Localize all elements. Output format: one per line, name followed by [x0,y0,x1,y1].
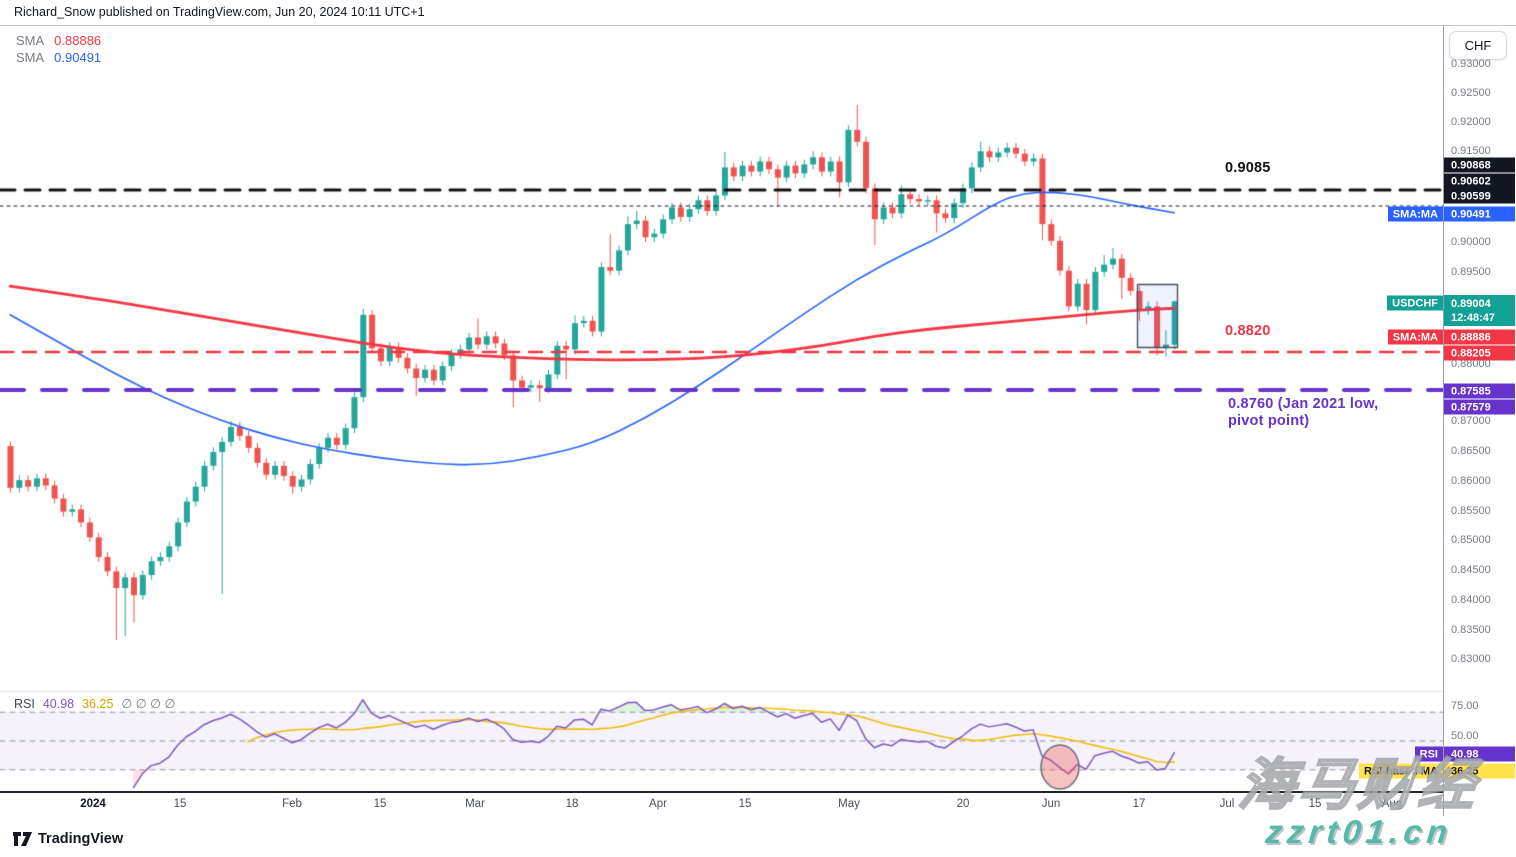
axis-badge-0.87585: 0.87585 [1444,383,1515,399]
indicator-tag-rsi-based-ma: RSI-based MA [1359,763,1443,779]
price-axis-label: 0.86500 [1451,445,1491,457]
price-axis-label: 0.84500 [1451,564,1491,576]
watermark-url-text: zzrt01.cn [1263,813,1455,850]
time-tick-Jun: Jun [1041,798,1061,810]
price-axis-label: 0.89500 [1451,266,1491,278]
time-axis-border [0,791,1443,793]
price-chart-canvas[interactable] [0,25,1443,791]
price-axis-label: 0.93000 [1451,58,1491,70]
axis-badge-40.98: 40.98 [1444,746,1515,762]
rsi-label: RSI [14,697,35,711]
price-axis-label: 0.85000 [1451,534,1491,546]
time-tick-Mar: Mar [465,798,485,810]
indicator-tag-rsi: RSI [1414,746,1443,762]
axis-badge-0.90602: 0.90602 [1444,173,1515,189]
publish-header: Richard_Snow published on TradingView.co… [0,0,1516,25]
pivot-annotation-line2: pivot point) [1228,413,1310,429]
price-axis-label: 0.90000 [1451,236,1491,248]
price-axis-label: 0.84000 [1451,594,1491,606]
indicator-tag-sma-ma: SMA:MA [1387,206,1443,222]
price-axis-label: 0.92500 [1451,87,1491,99]
time-tick-18: 18 [565,798,579,810]
axis-badge-0.88886: 0.88886 [1444,329,1515,345]
time-tick-15: 15 [173,798,187,810]
time-tick-17: 17 [1132,798,1146,810]
time-tick-2024: 2024 [80,798,106,810]
time-tick-20: 20 [956,798,970,810]
axis-badge-0.88205: 0.88205 [1444,345,1515,361]
rsi-legend[interactable]: RSI 40.98 36.25 ∅ ∅ ∅ ∅ [14,696,183,711]
pivot-annotation-line1: 0.8760 (Jan 2021 low, [1228,396,1379,412]
rsi-axis-label: 75.00 [1451,700,1479,712]
time-tick-15: 15 [1308,798,1322,810]
bar-countdown: 12:48:47 [1451,311,1496,324]
publish-title: Richard_Snow published on TradingView.co… [14,5,425,19]
price-axis-label: 0.86000 [1451,475,1491,487]
time-tick-Jul: Jul [1219,798,1235,810]
axis-badge-0.87579: 0.87579 [1444,399,1515,415]
price-axis-border [1443,25,1444,816]
price-axis-label: 0.83000 [1451,653,1491,665]
last-price-badge: 0.89004 12:48:47 [1444,295,1515,326]
price-axis-label: 0.88000 [1451,358,1491,370]
time-tick-15: 15 [373,798,387,810]
time-tick-Apr: Apr [649,798,667,810]
indicator-tag-sma-ma: SMA:MA [1387,329,1443,345]
rsi-axis-label: 50.00 [1451,730,1479,742]
tradingview-logo[interactable]: TradingView [12,828,123,850]
support-annotation: 0.8820 [1225,323,1271,339]
axis-badge-0.90491: 0.90491 [1444,206,1515,222]
tradingview-logo-icon [13,832,32,846]
price-axis-label: 0.87000 [1451,415,1491,427]
axis-badge-36.25: 36.25 [1444,763,1515,779]
rsi-ma-value: 36.25 [82,697,114,711]
axis-badge-0.90599: 0.90599 [1444,188,1515,204]
time-tick-May: May [838,798,860,810]
time-tick-Aug: Aug [1381,798,1403,810]
axis-badge-0.90868: 0.90868 [1444,157,1515,173]
resistance-annotation: 0.9085 [1225,160,1271,176]
pivot-annotation: 0.8760 (Jan 2021 low, pivot point) [1228,396,1378,430]
currency-toggle-button[interactable]: CHF [1449,31,1507,60]
indicator-tag-usdchf: USDCHF [1387,295,1443,311]
price-axis-label: 0.91500 [1451,145,1491,157]
price-axis-label: 0.92000 [1451,116,1491,128]
rsi-value: 40.98 [42,697,75,711]
rsi-empty-slots: ∅ ∅ ∅ ∅ [121,697,176,711]
time-tick-Feb: Feb [282,798,302,810]
last-price-value: 0.89004 [1451,297,1491,310]
price-axis-label: 0.83500 [1451,624,1491,636]
time-tick-15: 15 [738,798,752,810]
price-axis-label: 0.85500 [1451,505,1491,517]
tradingview-logo-text: TradingView [38,831,124,847]
